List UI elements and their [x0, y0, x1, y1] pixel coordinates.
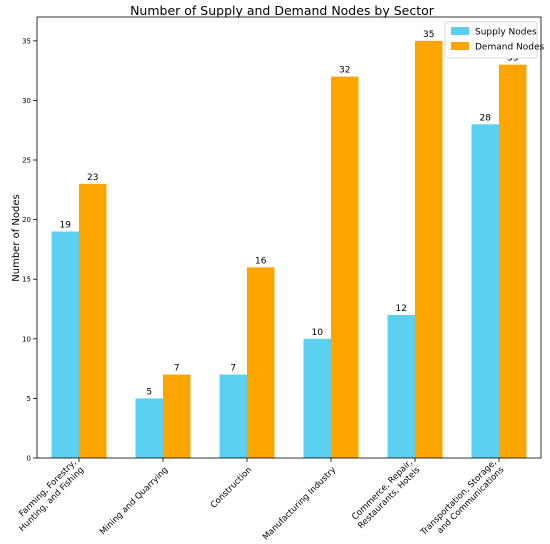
bar-demand: [163, 374, 191, 458]
x-tick-label: Commerce, Repair,Restaurants, Hotels: [349, 457, 423, 531]
y-tick-label: 0: [27, 455, 31, 463]
y-tick-label: 30: [22, 97, 31, 105]
bar-demand: [499, 64, 527, 459]
bar-value-label: 12: [396, 304, 407, 314]
bar-value-label: 10: [312, 328, 324, 338]
x-tick-label-line: Hunting, and Fishing: [17, 465, 86, 534]
y-tick-label: 10: [22, 335, 31, 343]
bar-value-label: 5: [146, 387, 152, 397]
x-tick-label: Farming, Forestry,Hunting, and Fishing: [10, 458, 86, 534]
x-tick-label-line: Transportation, Storage,: [418, 458, 498, 538]
axes-frame: [36, 16, 542, 459]
y-axis-label: Number of Nodes: [11, 194, 22, 281]
y-tick-label: 15: [22, 276, 31, 284]
bar-value-label: 16: [255, 256, 267, 266]
bar-value-label: 7: [174, 364, 180, 374]
bar-demand: [79, 183, 107, 458]
plot-area: 0 5 10 15 20 25 30 35 19 23 Farming, Forestry,Hunt…: [10, 16, 542, 542]
bar-value-label: 33: [507, 54, 518, 64]
legend-label: Demand Nodes: [475, 43, 545, 53]
bar-value-label: 19: [60, 221, 72, 231]
x-tick-label: Manufacturing Industry: [261, 465, 338, 540]
x-tick-label-line: Manufacturing Industry: [261, 465, 338, 540]
bar-demand: [247, 267, 275, 458]
bar-demand: [415, 40, 443, 459]
legend: Supply Nodes Demand Nodes: [444, 21, 545, 59]
bar-supply: [387, 314, 415, 458]
bar-value-label: 32: [339, 66, 350, 76]
chart-title: Number of Supply and Demand Nodes by Sec…: [130, 3, 435, 18]
y-tick-label: 20: [22, 216, 31, 224]
legend-swatch: [451, 27, 469, 35]
legend-label: Supply Nodes: [475, 28, 537, 38]
x-tick-label-line: Commerce, Repair,: [350, 458, 415, 523]
y-tick-label: 25: [22, 157, 31, 165]
bar-value-label: 23: [87, 173, 98, 183]
legend-swatch: [451, 42, 469, 50]
bar-supply: [471, 124, 499, 459]
x-tick-label-line: and Communications: [435, 465, 506, 536]
x-tick-label-line: Mining and Quarrying: [98, 465, 170, 537]
x-tick-label: Mining and Quarrying: [98, 465, 170, 537]
bar-value-label: 35: [423, 30, 434, 40]
x-tick-label: Transportation, Storage,and Communicatio…: [418, 457, 506, 540]
x-tick-label-line: Construction: [209, 465, 254, 510]
bar-value-label: 28: [480, 113, 492, 123]
bar-value-label: 7: [230, 364, 236, 374]
bar-supply: [303, 338, 331, 458]
bar-supply: [51, 231, 79, 458]
y-tick-label: 35: [22, 37, 31, 45]
x-tick-label: Construction: [209, 465, 254, 510]
y-tick-label: 5: [27, 395, 31, 403]
bar-demand: [331, 76, 359, 458]
bar-supply: [219, 374, 247, 458]
bar-supply: [135, 398, 163, 458]
